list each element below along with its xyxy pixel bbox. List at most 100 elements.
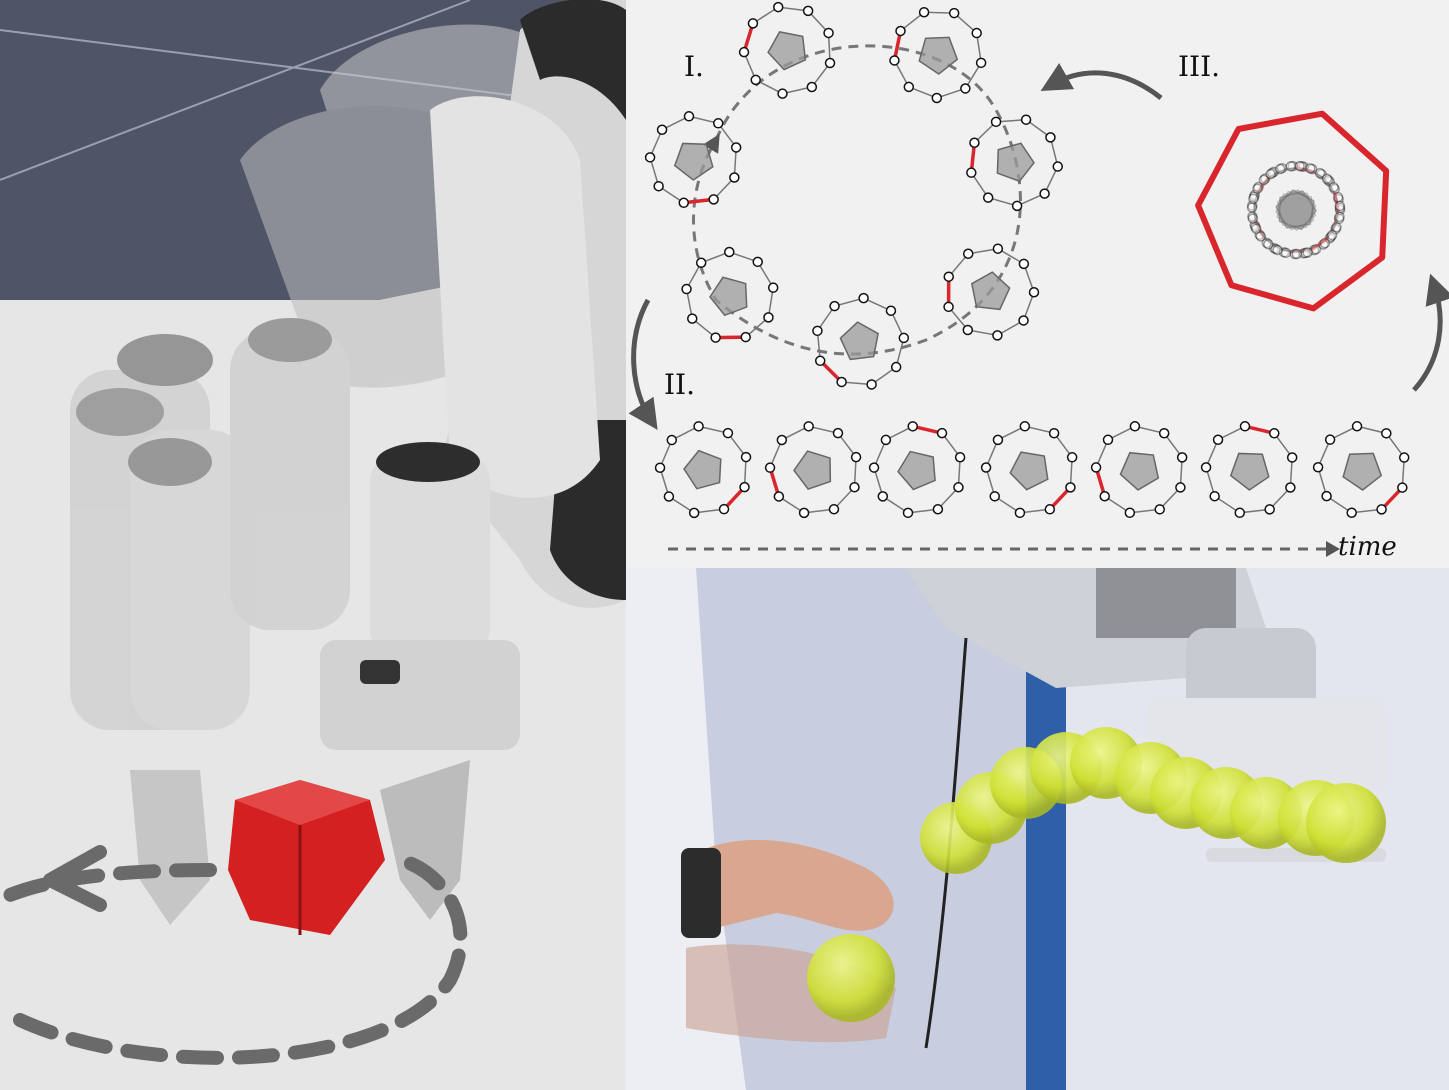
finger-node	[1175, 482, 1186, 493]
finger-node	[1260, 173, 1271, 184]
finger-node	[836, 376, 847, 388]
gripper-configuration	[980, 421, 1078, 519]
finger-node	[764, 462, 776, 473]
gripper-configuration	[1248, 160, 1346, 258]
finger-node	[1298, 161, 1309, 172]
object-polygon	[1276, 192, 1317, 231]
finger-node	[1154, 504, 1165, 515]
finger-node	[1176, 452, 1188, 463]
finger-node	[975, 57, 987, 69]
finger-node	[1258, 174, 1270, 186]
finger-node	[1300, 247, 1311, 259]
gripper-configuration	[1248, 161, 1346, 259]
stage-one-configurations	[644, 1, 1064, 390]
finger-node	[681, 283, 692, 295]
finger-node	[814, 355, 826, 367]
finger-node	[678, 197, 690, 209]
robot-arm	[430, 0, 626, 608]
finger-node	[943, 271, 954, 282]
object-polygon	[1278, 190, 1317, 231]
stage-three-label: III.	[1178, 50, 1221, 83]
object-polygon	[1342, 452, 1383, 491]
finger-node	[832, 427, 844, 439]
finger-node	[693, 421, 704, 432]
finger-node	[1020, 114, 1032, 125]
finger-node	[954, 451, 966, 463]
gripper-configuration	[644, 111, 742, 209]
finger-node	[1305, 163, 1316, 174]
object-polygon	[970, 271, 1011, 311]
finger-node	[849, 481, 860, 493]
finger-node	[772, 1, 784, 13]
finger-node	[1209, 490, 1220, 502]
finger-node	[1302, 247, 1313, 258]
finger-node	[868, 462, 880, 473]
finger-node	[1291, 248, 1303, 260]
finger-node	[971, 27, 982, 39]
finger-node	[936, 427, 948, 439]
finger-node	[1124, 507, 1136, 519]
finger-node	[903, 81, 915, 93]
tennis-ball-trajectory	[807, 727, 1386, 1022]
stage-two-configurations	[654, 421, 1410, 519]
finger-node	[1278, 247, 1290, 258]
object-polygon	[1275, 189, 1315, 229]
finger-node	[1248, 191, 1260, 203]
gripper-configuration	[738, 1, 836, 99]
finger-node	[740, 451, 752, 463]
dashed-loop-arrow-icon	[3, 845, 468, 1065]
gripper-configuration	[1090, 421, 1188, 519]
finger-node	[1332, 191, 1344, 203]
schematic-svg	[628, 1, 1449, 557]
finger-node	[1212, 434, 1224, 445]
finger-node	[880, 434, 892, 446]
object-polygon	[839, 321, 879, 361]
finger-node	[1045, 132, 1056, 143]
gripper-configuration	[1246, 160, 1344, 258]
curved-arrow-icon	[1412, 273, 1449, 392]
finger-node	[931, 92, 943, 104]
finger-node	[992, 330, 1003, 341]
finger-node	[1298, 248, 1309, 259]
object-polygon	[1229, 452, 1270, 491]
finger-node	[982, 192, 994, 203]
finger-node	[730, 142, 742, 153]
gripper-configuration	[868, 421, 966, 519]
finger-node	[1018, 258, 1030, 270]
finger-node	[663, 491, 675, 502]
finger-node	[960, 83, 971, 94]
finger-node	[1310, 244, 1322, 255]
simulation-render-panel	[0, 0, 626, 1090]
finger-node	[1246, 202, 1258, 213]
finger-node	[1048, 427, 1060, 439]
finger-node	[750, 74, 761, 86]
object-polygon	[709, 276, 748, 317]
finger-node	[1052, 161, 1064, 172]
finger-node	[1261, 237, 1273, 249]
finger-node	[1334, 204, 1346, 216]
finger-node	[1328, 182, 1339, 193]
finger-node	[806, 81, 818, 93]
finger-node	[739, 481, 750, 493]
finger-node	[798, 507, 810, 519]
gripper-configuration	[1249, 161, 1346, 259]
finger-node	[1248, 193, 1259, 205]
finger-node	[992, 243, 1004, 254]
finger-node	[1250, 221, 1261, 233]
finger-node	[776, 434, 788, 446]
finger-node	[656, 124, 668, 135]
finger-node	[1321, 173, 1333, 184]
finger-node	[1252, 183, 1263, 194]
finger-node	[1272, 244, 1283, 256]
finger-node	[1276, 163, 1288, 174]
finger-node	[654, 462, 666, 474]
finger-node	[777, 88, 788, 99]
object-polygon	[683, 449, 722, 490]
finger-node	[1308, 244, 1320, 256]
finger-node	[992, 434, 1004, 446]
contact-edge	[1331, 186, 1342, 218]
contact-edge	[1328, 209, 1342, 239]
finger-node	[1333, 193, 1344, 205]
finger-node	[1265, 168, 1276, 180]
finger-node	[1250, 223, 1262, 235]
